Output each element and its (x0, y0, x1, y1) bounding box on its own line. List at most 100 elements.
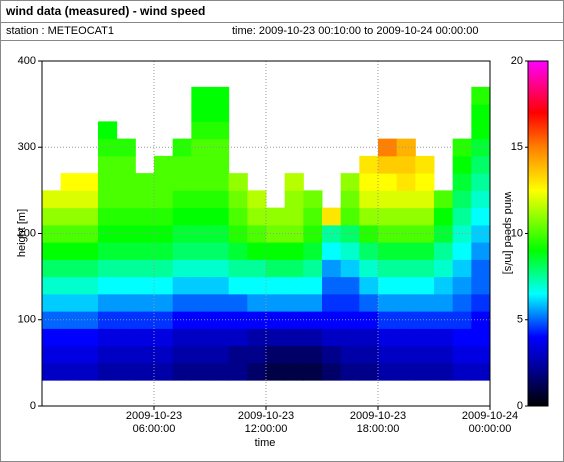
heat-cell (116, 328, 136, 347)
heat-cell (284, 362, 304, 381)
heat-cell (191, 328, 211, 347)
heat-cell (135, 173, 155, 191)
heat-cell (415, 259, 435, 278)
heat-cell (415, 345, 435, 364)
heat-cell (452, 345, 472, 364)
heat-cell (303, 345, 323, 364)
heat-cell (60, 173, 80, 191)
heat-cell (378, 293, 398, 312)
heat-cell (191, 345, 211, 364)
heat-cell (228, 259, 248, 278)
heat-cell (452, 293, 472, 312)
heat-cell (303, 207, 323, 226)
heat-cell (154, 207, 174, 226)
heat-cell (116, 276, 136, 295)
heat-cell (266, 259, 286, 278)
heat-cell (210, 86, 230, 105)
heat-cell (42, 276, 62, 295)
heat-cell (471, 207, 491, 226)
heat-cell (452, 207, 472, 226)
heat-cell (228, 173, 248, 191)
heat-cell (322, 362, 342, 381)
heat-cell (154, 293, 174, 312)
heat-cell (172, 293, 192, 312)
station: station : METEOCAT1 (6, 25, 114, 37)
heat-cell (191, 293, 211, 312)
colorbar-tick-label: 5 (517, 314, 523, 326)
heat-cell (210, 207, 230, 226)
heat-cell (154, 242, 174, 260)
heat-cell (79, 293, 99, 312)
heat-cell (98, 293, 118, 312)
heat-cell (359, 345, 379, 364)
heat-cell (266, 293, 286, 312)
heat-cell (135, 207, 155, 226)
heat-cell (415, 276, 435, 295)
heat-cell (359, 276, 379, 295)
heat-cell (322, 328, 342, 347)
colorbar-tick-label: 20 (511, 55, 523, 67)
heat-cell (452, 155, 472, 174)
heat-cell (79, 311, 99, 329)
colorbar (527, 60, 549, 407)
heat-cell (434, 345, 454, 364)
heat-cell (228, 242, 248, 260)
heat-cell (415, 224, 435, 243)
heat-cell (415, 293, 435, 312)
heat-cell (191, 311, 211, 329)
heat-cell (452, 328, 472, 347)
heat-cell (60, 328, 80, 347)
heat-cell (284, 242, 304, 260)
heat-cell (322, 224, 342, 243)
heat-cell (471, 328, 491, 347)
x-tick-label: 2009-10-24 00:00:00 (461, 410, 519, 435)
heat-cell (228, 345, 248, 364)
heat-cell (228, 311, 248, 329)
heat-cell (191, 104, 211, 122)
heat-cell (303, 190, 323, 209)
heat-cell (247, 293, 267, 312)
heat-cell (415, 173, 435, 191)
heat-cell (340, 190, 360, 209)
heat-cell (135, 328, 155, 347)
heat-cell (228, 362, 248, 381)
heat-cell (284, 328, 304, 347)
heat-cell (359, 155, 379, 174)
heat-cell (434, 311, 454, 329)
heat-cell (210, 362, 230, 381)
heat-cell (60, 224, 80, 243)
heat-cell (135, 242, 155, 260)
colorbar-tick-label: 0 (517, 400, 523, 412)
heat-cell (303, 362, 323, 381)
heat-cell (210, 293, 230, 312)
heat-cell (210, 104, 230, 122)
heat-cell (98, 328, 118, 347)
heat-cell (340, 311, 360, 329)
heat-cell (359, 173, 379, 191)
y-tick-label: 100 (18, 314, 36, 326)
heat-cell (210, 190, 230, 209)
heat-cell (322, 242, 342, 260)
heat-cell (116, 362, 136, 381)
heat-cell (210, 345, 230, 364)
heat-cell (284, 259, 304, 278)
heat-cell (79, 242, 99, 260)
heat-cell (396, 328, 416, 347)
heat-cell (210, 276, 230, 295)
heat-cell (116, 173, 136, 191)
heat-cell (284, 190, 304, 209)
y-tick-label: 300 (18, 141, 36, 153)
heat-cell (172, 155, 192, 174)
heat-cell (415, 190, 435, 209)
heat-cell (415, 311, 435, 329)
heat-cell (359, 242, 379, 260)
heat-cell (396, 155, 416, 174)
heat-cell (378, 155, 398, 174)
heat-cell (471, 345, 491, 364)
heat-cell (98, 242, 118, 260)
heat-cell (266, 207, 286, 226)
heat-cell (340, 345, 360, 364)
y-tick-label: 400 (18, 55, 36, 67)
heat-cell (98, 190, 118, 209)
heat-cell (322, 259, 342, 278)
